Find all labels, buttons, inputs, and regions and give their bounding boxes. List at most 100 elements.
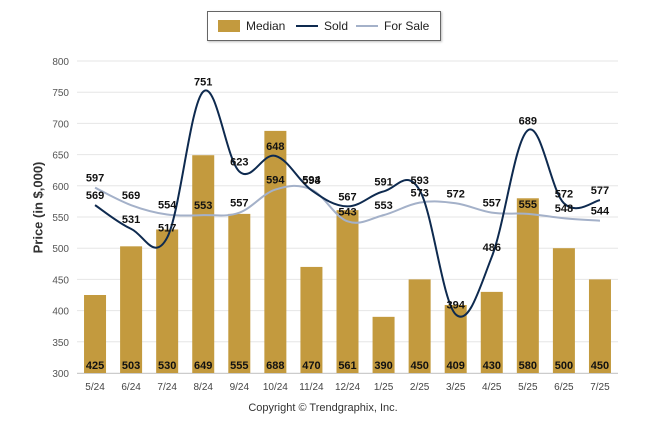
bar [264, 130, 287, 373]
bar-value-label: 500 [555, 360, 573, 372]
bar [300, 266, 323, 373]
y-tick-label: 600 [52, 182, 69, 193]
bar-value-label: 503 [122, 360, 140, 372]
bar [192, 155, 215, 373]
legend-label-sold: Sold [324, 19, 349, 33]
for-sale-value-label: 553 [374, 200, 392, 212]
x-tick-label: 9/24 [230, 382, 250, 393]
y-tick-label: 500 [52, 244, 69, 255]
y-tick-label: 300 [52, 369, 69, 380]
x-tick-label: 10/24 [263, 382, 288, 393]
bar [480, 291, 503, 373]
y-tick-label: 350 [52, 338, 69, 349]
bar [552, 248, 575, 373]
legend-swatch-median [218, 20, 240, 32]
for-sale-value-label: 554 [158, 200, 177, 212]
legend-item-for-sale: For Sale [356, 12, 429, 40]
for-sale-value-label: 555 [519, 199, 537, 211]
for-sale-value-label: 557 [483, 198, 501, 210]
bar [228, 213, 251, 373]
sold-value-label: 569 [86, 190, 104, 202]
bar [516, 198, 539, 373]
y-tick-label: 750 [52, 88, 69, 99]
for-sale-value-label: 548 [555, 203, 573, 215]
bar-value-label: 649 [194, 360, 212, 372]
x-tick-label: 3/25 [446, 382, 466, 393]
sold-value-label: 517 [158, 223, 176, 235]
sold-value-label: 591 [374, 176, 392, 188]
bar [84, 295, 107, 373]
sold-value-label: 567 [338, 191, 356, 203]
legend-label-median: Median [246, 19, 286, 33]
bar [336, 210, 359, 373]
sold-value-label: 751 [194, 77, 212, 89]
bar-value-label: 470 [302, 360, 320, 372]
bar-value-label: 430 [483, 360, 501, 372]
bar-value-label: 450 [591, 360, 609, 372]
x-tick-label: 2/25 [410, 382, 430, 393]
bar-value-label: 580 [519, 360, 537, 372]
bar-value-label: 530 [158, 360, 176, 372]
for-sale-value-label: 594 [266, 175, 285, 187]
x-tick-label: 6/24 [121, 382, 141, 393]
legend-item-median: Median [218, 12, 285, 40]
x-tick-label: 5/25 [518, 382, 538, 393]
bar-value-label: 450 [410, 360, 428, 372]
sold-value-label: 689 [519, 115, 537, 127]
bar-value-label: 409 [447, 360, 465, 372]
sold-value-label: 593 [302, 175, 320, 187]
x-tick-label: 7/24 [157, 382, 177, 393]
x-tick-label: 4/25 [482, 382, 502, 393]
for-sale-value-label: 553 [194, 200, 212, 212]
sold-value-label: 593 [410, 175, 428, 187]
bar [444, 304, 467, 373]
sold-value-label: 623 [230, 156, 248, 168]
y-tick-label: 550 [52, 213, 69, 224]
bar-value-label: 555 [230, 360, 248, 372]
y-tick-label: 450 [52, 275, 69, 286]
sold-value-label: 577 [591, 185, 609, 197]
legend-item-sold: Sold [296, 12, 348, 40]
y-tick-label: 650 [52, 151, 69, 162]
y-tick-label: 700 [52, 119, 69, 130]
x-tick-label: 7/25 [590, 382, 610, 393]
bar-value-label: 390 [374, 360, 392, 372]
y-tick-label: 800 [52, 57, 69, 68]
sold-value-label: 572 [555, 188, 573, 200]
series-line-sold [94, 89, 601, 318]
for-sale-value-label: 569 [122, 190, 140, 202]
legend-swatch-for-sale [356, 25, 378, 27]
series-line-for-sale [94, 184, 601, 224]
copyright-text: Copyright © Trendgraphix, Inc. [248, 402, 398, 414]
for-sale-value-label: 557 [230, 198, 248, 210]
for-sale-value-label: 597 [86, 173, 104, 185]
for-sale-value-label: 594 [302, 175, 321, 187]
bar [408, 279, 431, 373]
x-tick-label: 11/24 [299, 382, 324, 393]
bar [156, 229, 179, 373]
bar [372, 316, 395, 373]
bar-value-label: 425 [86, 360, 104, 372]
legend-swatch-sold [296, 25, 318, 27]
for-sale-value-label: 544 [591, 206, 610, 218]
sold-value-label: 648 [266, 141, 284, 153]
legend: Median Sold For Sale [207, 11, 441, 41]
legend-label-for-sale: For Sale [384, 19, 430, 33]
x-tick-label: 6/25 [554, 382, 574, 393]
sold-value-label: 486 [483, 242, 501, 254]
x-tick-label: 1/25 [374, 382, 394, 393]
for-sale-value-label: 543 [338, 206, 356, 218]
bar [120, 246, 143, 373]
for-sale-value-label: 573 [410, 188, 428, 200]
y-tick-label: 400 [52, 307, 69, 318]
sold-value-label: 531 [122, 214, 140, 226]
x-tick-label: 12/24 [335, 382, 360, 393]
bar-value-label: 688 [266, 360, 284, 372]
x-tick-label: 5/24 [85, 382, 105, 393]
sold-value-label: 394 [447, 299, 466, 311]
bar [588, 279, 611, 373]
bar-value-label: 561 [338, 360, 356, 372]
for-sale-value-label: 572 [447, 188, 465, 200]
